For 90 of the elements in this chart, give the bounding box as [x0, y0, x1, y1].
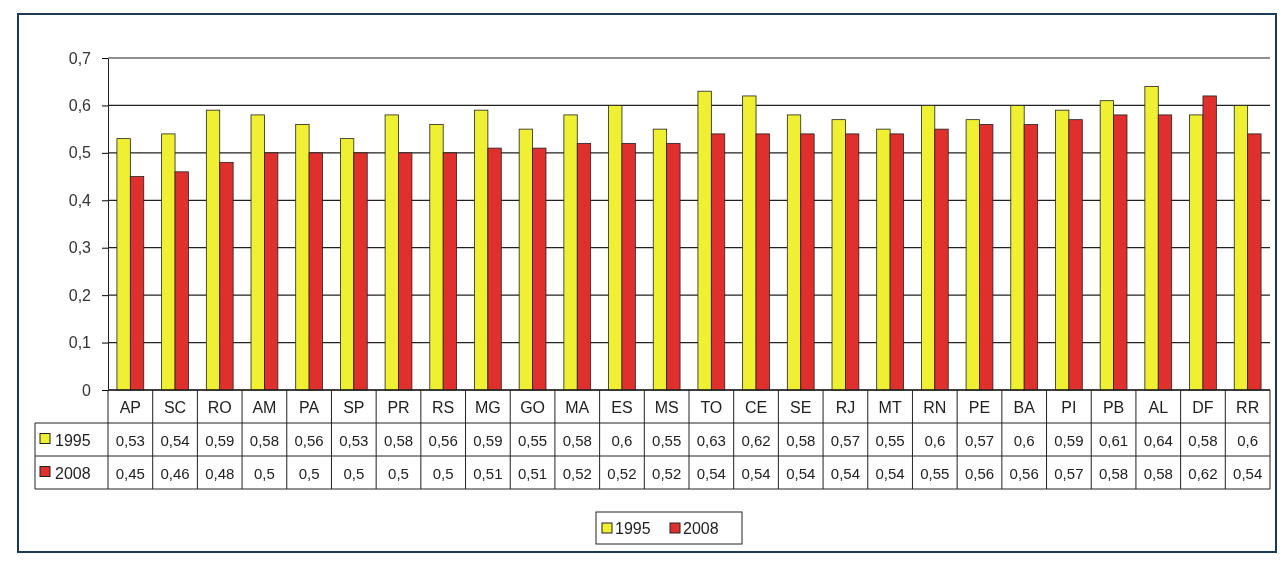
data-label: 0,56	[294, 431, 324, 449]
data-label: 0,54	[696, 464, 726, 482]
data-label: 0,45	[115, 464, 145, 482]
x-tick-label: AP	[119, 398, 142, 416]
x-tick-label: PR	[387, 398, 410, 416]
x-tick-label: RR	[1236, 398, 1260, 416]
x-tick-label: BA	[1013, 398, 1036, 416]
x-tick-label: PE	[968, 398, 991, 416]
data-label: 0,6	[1013, 431, 1035, 449]
x-tick-label: PI	[1061, 398, 1077, 416]
data-label: 0,5	[343, 464, 365, 482]
data-label: 0,58	[562, 431, 592, 449]
data-label: 0,6	[611, 431, 633, 449]
text: 2008	[683, 520, 719, 537]
data-label: 0,54	[786, 464, 816, 482]
y-tick-label: 0,4	[68, 191, 92, 209]
x-tick-label: MA	[565, 398, 590, 416]
data-label: 0,61	[1098, 431, 1129, 449]
x-tick-label: GO	[520, 398, 546, 416]
x-tick-label: PA	[299, 398, 320, 416]
data-label: 0,53	[339, 431, 369, 449]
y-tick-label: 0,5	[68, 144, 92, 162]
data-label: 0,55	[652, 431, 682, 449]
x-tick-label: SE	[790, 398, 812, 416]
data-label: 0,52	[607, 464, 637, 482]
x-tick-label: SC	[163, 398, 187, 416]
x-tick-label: RO	[207, 398, 232, 416]
data-label: 0,55	[875, 431, 905, 449]
data-label: 0,64	[1143, 431, 1173, 449]
y-tick-label: 0,6	[68, 97, 92, 115]
data-label: 0,63	[696, 431, 726, 449]
x-tick-label: DF	[1192, 398, 1214, 416]
data-label: 0,54	[1233, 464, 1263, 482]
data-label: 0,52	[562, 464, 592, 482]
legend-label: 1995	[55, 431, 91, 449]
x-tick-label: MS	[654, 398, 679, 416]
data-label: 0,5	[298, 464, 320, 482]
data-label: 0,58	[786, 431, 816, 449]
data-label: 0,56	[1009, 464, 1039, 482]
data-label: 0,58	[1143, 464, 1173, 482]
y-tick-label: 0,7	[68, 49, 92, 67]
data-label: 0,6	[1237, 431, 1259, 449]
x-tick-label: MT	[878, 398, 902, 416]
data-label: 0,55	[920, 464, 950, 482]
data-label: 0,58	[1098, 464, 1129, 482]
data-label: 0,59	[473, 431, 503, 449]
y-tick-label: 0,2	[68, 286, 92, 304]
data-label: 0,53	[115, 431, 145, 449]
data-label: 0,54	[160, 431, 190, 449]
data-label: 0,46	[160, 464, 190, 482]
data-label: 0,54	[830, 464, 861, 482]
x-tick-label: PB	[1102, 398, 1125, 416]
data-label: 0,6	[924, 431, 946, 449]
data-label: 0,57	[1054, 464, 1084, 482]
data-label: 0,58	[249, 431, 280, 449]
x-tick-label: MG	[474, 398, 501, 416]
data-label: 0,55	[517, 431, 548, 449]
data-label: 0,51	[473, 464, 503, 482]
data-label: 0,5	[432, 464, 454, 482]
data-label: 0,48	[205, 464, 235, 482]
data-label: 0,58	[1188, 431, 1218, 449]
y-tick-label: 0	[82, 381, 92, 399]
x-tick-label: RN	[923, 398, 947, 416]
data-label: 0,59	[205, 431, 235, 449]
data-label: 0,57	[964, 431, 995, 449]
text: 1995	[615, 520, 651, 537]
x-tick-label: ES	[611, 398, 633, 416]
x-tick-label: AM	[252, 398, 277, 416]
data-label: 0,56	[964, 464, 995, 482]
data-label: 0,56	[428, 431, 458, 449]
data-label: 0,59	[1054, 431, 1084, 449]
data-label: 0,54	[741, 464, 771, 482]
data-label: 0,57	[830, 431, 861, 449]
x-tick-label: CE	[744, 398, 768, 416]
x-tick-label: RS	[432, 398, 455, 416]
legend-label: 2008	[55, 464, 91, 482]
data-label: 0,52	[652, 464, 682, 482]
x-tick-label: AL	[1148, 398, 1169, 416]
data-label: 0,58	[383, 431, 414, 449]
data-label: 0,5	[388, 464, 409, 482]
x-tick-label: TO	[700, 398, 723, 416]
data-label: 0,5	[253, 464, 275, 482]
y-tick-label: 0,3	[68, 239, 92, 257]
x-tick-label: RJ	[835, 398, 856, 416]
data-label: 0,51	[517, 464, 548, 482]
data-label: 0,62	[1188, 464, 1218, 482]
data-label: 0,62	[741, 431, 771, 449]
x-tick-label: SP	[343, 398, 365, 416]
data-label: 0,54	[875, 464, 905, 482]
y-tick-label: 0,1	[68, 334, 92, 352]
